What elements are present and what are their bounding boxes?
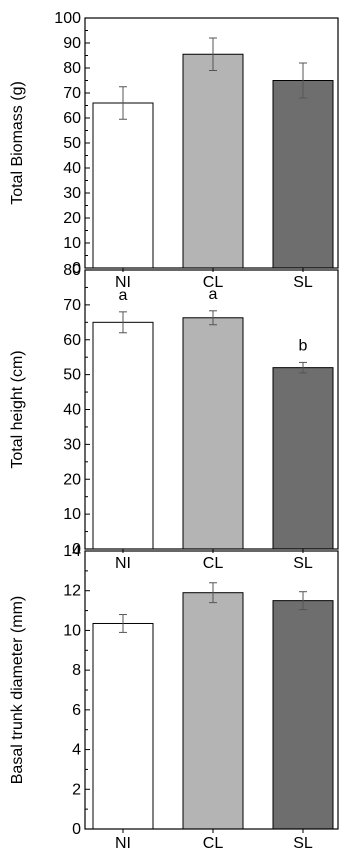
error-bar-sl [299, 591, 307, 611]
y-axis-title: Basal trunk diameter (mm) [9, 596, 26, 785]
x-tick-label: NI [115, 835, 131, 852]
y-tick-label: 60 [63, 332, 81, 349]
y-tick-label: 10 [63, 235, 81, 252]
bar-cl [182, 53, 244, 269]
y-tick-label: 14 [63, 543, 81, 560]
panel-3: 0 2 4 6 8 10 12 14 NI CL SL Basal trunk diameter (m… [9, 543, 339, 852]
y-tick-label: 0 [72, 541, 81, 558]
y-tick-label: 80 [63, 262, 81, 279]
y-tick-label: 4 [72, 742, 81, 759]
y-tick-label: 10 [63, 506, 81, 523]
significance-label: a [209, 286, 218, 303]
error-bar-cl [209, 37, 217, 71]
y-tick-label: 0 [72, 821, 81, 838]
y-tick-label: 8 [72, 662, 81, 679]
x-tick-label: SL [293, 835, 313, 852]
bar-cl [182, 317, 244, 550]
y-tick-label: 80 [63, 60, 81, 77]
bar-sl [272, 600, 334, 830]
panel-1: 0 10 20 30 40 50 60 70 80 90 100 NI CL SL Total Biomas… [9, 10, 339, 291]
y-tick-label: 60 [63, 110, 81, 127]
error-bar-cl [209, 310, 217, 326]
y-tick-label: 50 [63, 367, 81, 384]
x-tick-label: NI [115, 555, 131, 572]
bar-ni [92, 102, 154, 269]
y-tick-label: 70 [63, 297, 81, 314]
y-tick-label: 90 [63, 35, 81, 52]
x-tick-label: NI [115, 274, 131, 291]
y-tick-label: 30 [63, 185, 81, 202]
y-tick-label: 50 [63, 135, 81, 152]
y-tick-label: 10 [63, 622, 81, 639]
bar-ni [92, 622, 154, 830]
bar-cl [182, 592, 244, 830]
significance-label: b [299, 337, 308, 354]
y-axis-title: Total height (cm) [9, 350, 26, 468]
y-tick-label: 100 [54, 10, 81, 27]
y-tick-label: 20 [63, 471, 81, 488]
y-tick-label: 12 [63, 583, 81, 600]
y-tick-label: 70 [63, 85, 81, 102]
error-bar-ni [119, 614, 127, 633]
error-bar-sl [299, 361, 307, 374]
bar-sl [272, 80, 334, 269]
significance-label: a [119, 287, 128, 304]
error-bar-sl [299, 62, 307, 99]
bar-sl [272, 367, 334, 550]
x-tick-label: SL [293, 274, 313, 291]
y-tick-label: 6 [72, 702, 81, 719]
error-bar-ni [119, 86, 127, 120]
y-tick-label: 20 [63, 210, 81, 227]
y-axis-title: Total Biomass (g) [9, 81, 26, 205]
x-tick-label: SL [293, 555, 313, 572]
x-tick-label: CL [203, 835, 224, 852]
panel-2: a a b 0 10 20 30 40 50 60 70 80 NI CL SL Total height (… [9, 262, 339, 572]
y-tick-label: 40 [63, 402, 81, 419]
x-tick-label: CL [203, 274, 224, 291]
x-tick-label: CL [203, 555, 224, 572]
y-tick-label: 40 [63, 160, 81, 177]
error-bar-ni [119, 311, 127, 334]
error-bar-cl [209, 582, 217, 604]
y-tick-label: 2 [72, 781, 81, 798]
y-tick-label: 0 [72, 260, 81, 277]
bar-ni [92, 321, 154, 550]
y-tick-label: 30 [63, 436, 81, 453]
